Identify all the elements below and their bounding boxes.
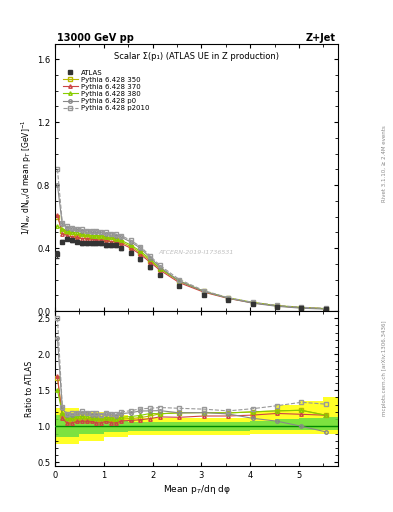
Legend: ATLAS, Pythia 6.428 350, Pythia 6.428 370, Pythia 6.428 380, Pythia 6.428 p0, Py: ATLAS, Pythia 6.428 350, Pythia 6.428 37… [61, 69, 151, 112]
Text: Scalar Σ(p₁) (ATLAS UE in Z production): Scalar Σ(p₁) (ATLAS UE in Z production) [114, 52, 279, 60]
Text: 13000 GeV pp: 13000 GeV pp [57, 33, 134, 44]
Y-axis label: Ratio to ATLAS: Ratio to ATLAS [25, 360, 34, 417]
X-axis label: Mean p$_T$/dη dφ: Mean p$_T$/dη dφ [163, 482, 230, 496]
Text: ATCERN-2019-I1736531: ATCERN-2019-I1736531 [159, 250, 234, 254]
Text: mcplots.cern.ch [arXiv:1306.3436]: mcplots.cern.ch [arXiv:1306.3436] [382, 321, 387, 416]
Text: Z+Jet: Z+Jet [306, 33, 336, 44]
Text: Rivet 3.1.10, ≥ 2.4M events: Rivet 3.1.10, ≥ 2.4M events [382, 125, 387, 202]
Y-axis label: 1/N$_{ev}$ dN$_{ev}$/d mean p$_T$ [GeV]$^{-1}$: 1/N$_{ev}$ dN$_{ev}$/d mean p$_T$ [GeV]$… [20, 119, 34, 235]
